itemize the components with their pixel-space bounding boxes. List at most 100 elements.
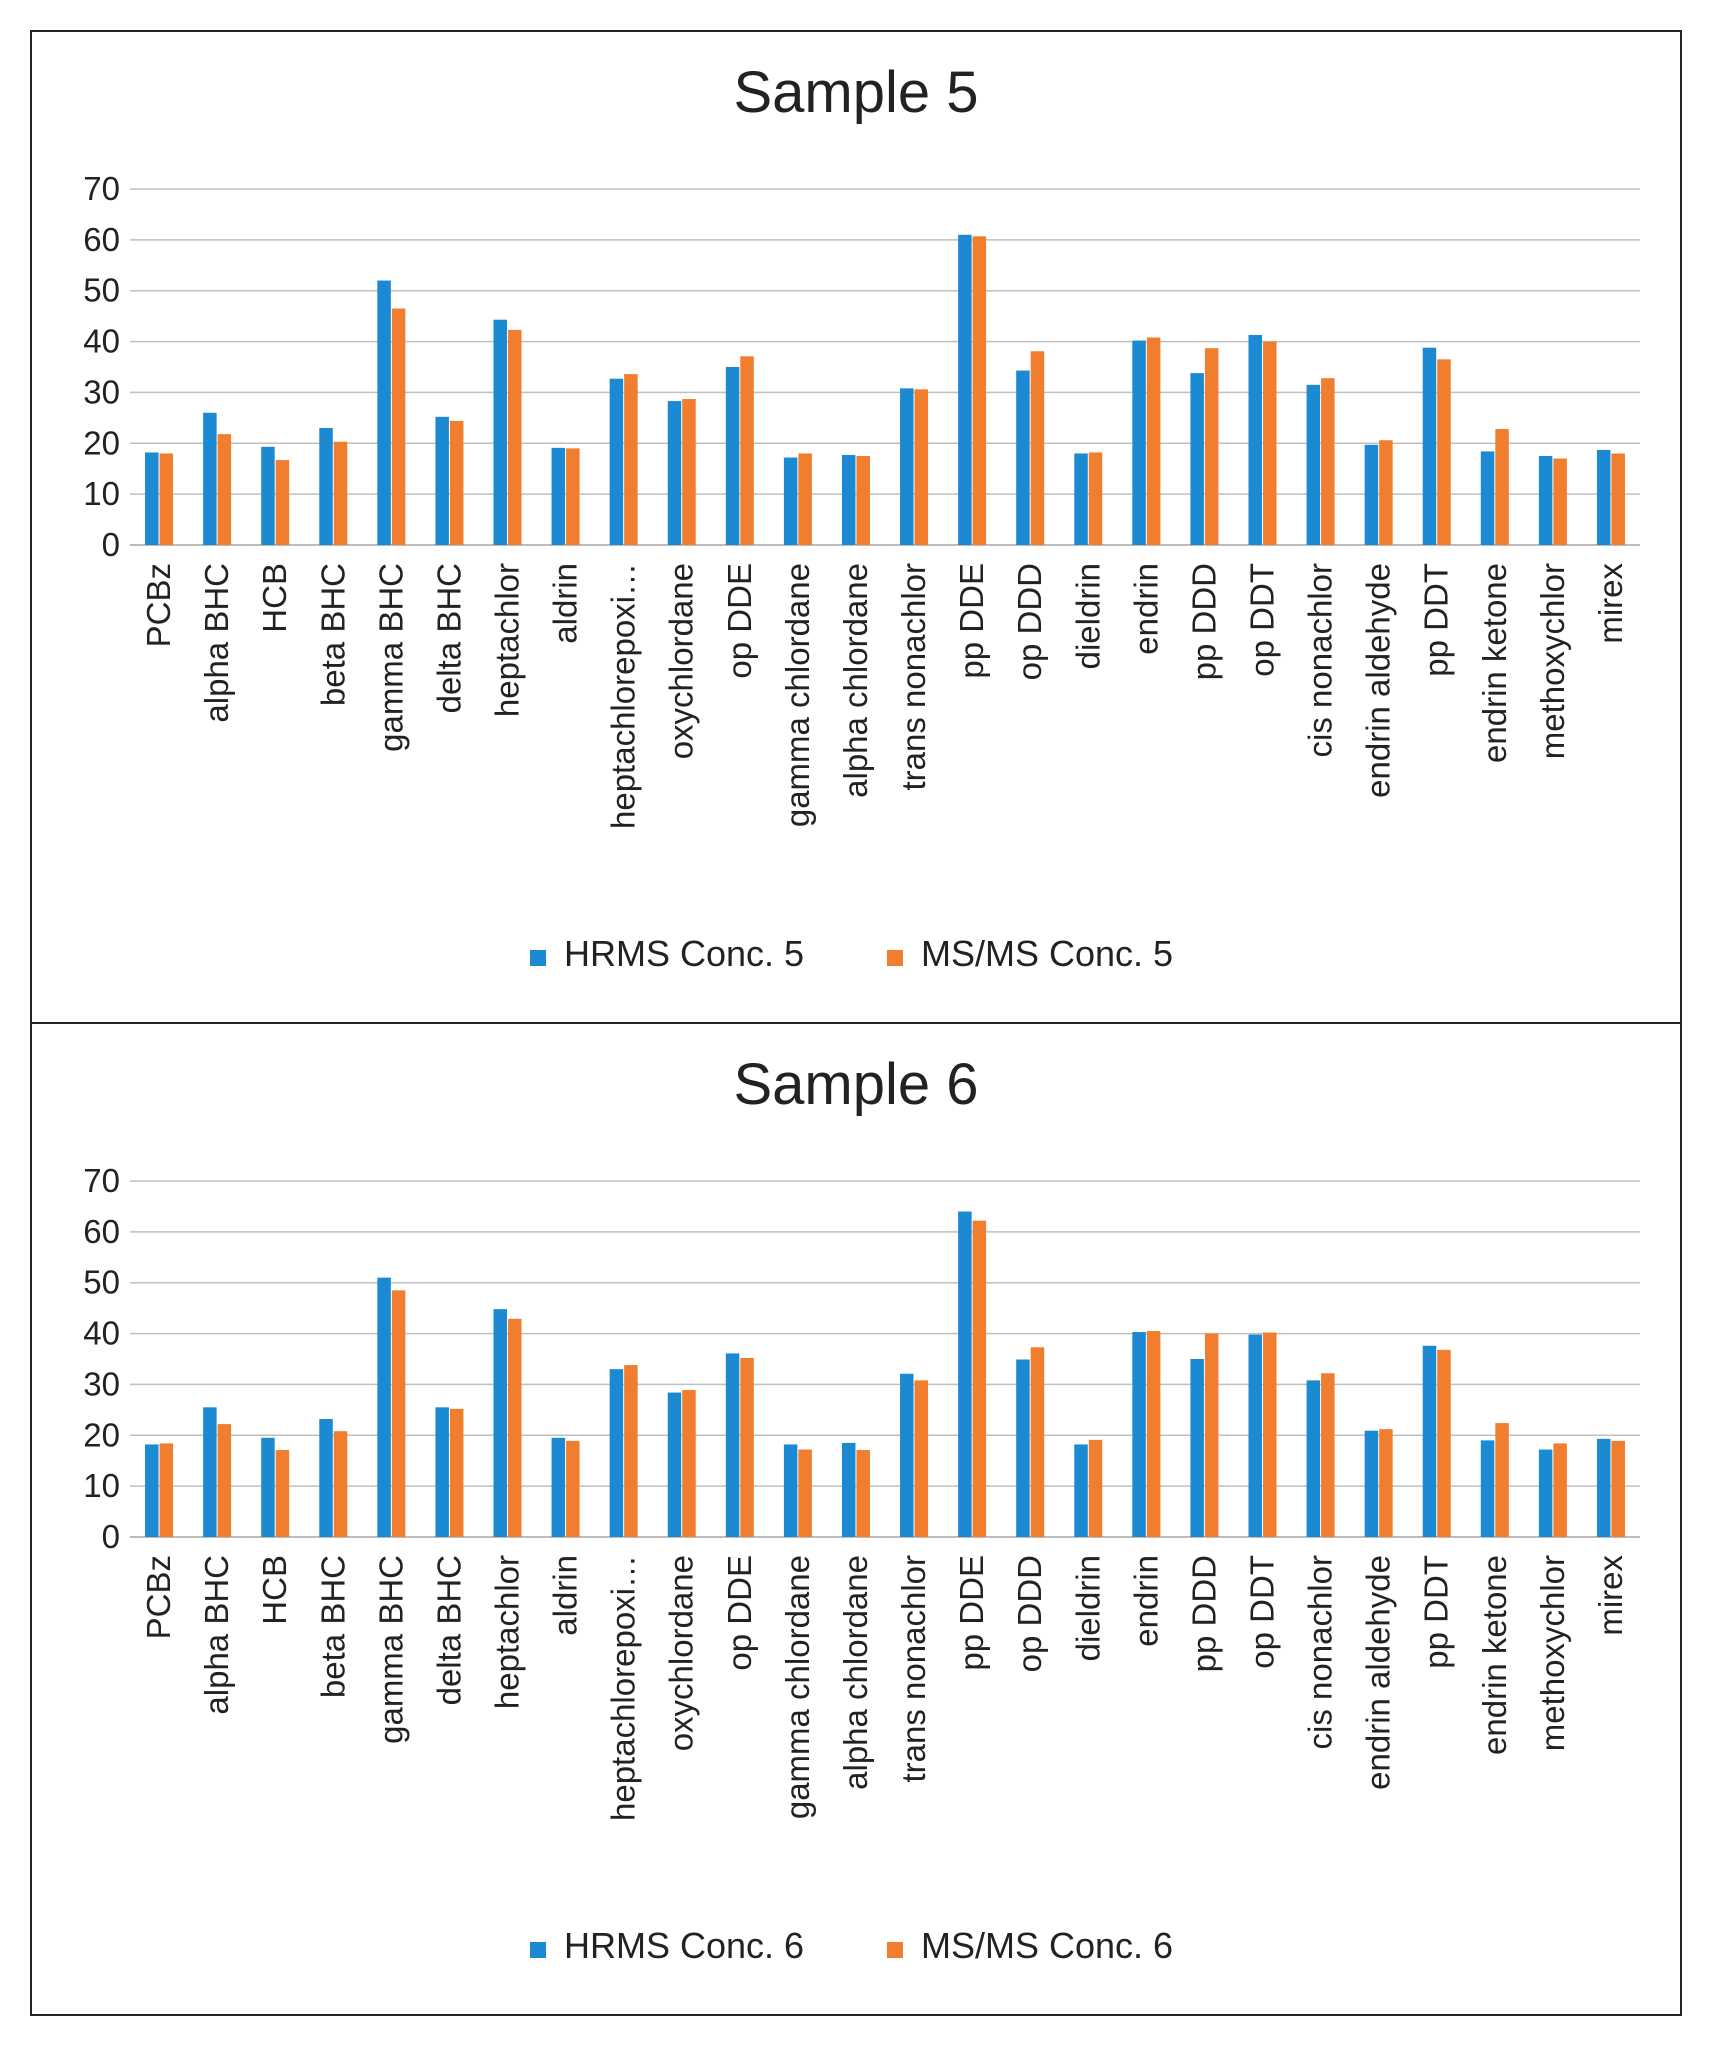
- x-tick-label-aldrin: aldrin: [547, 563, 584, 644]
- bar-msms-aldrin: [566, 448, 580, 545]
- chart-panel-sample-6: Sample 6 0 10 20 30 40 50 60 70 PCBz alpha BHC HCB b…: [30, 1022, 1682, 2016]
- x-tick-label-methoxychlor: methoxychlor: [1534, 563, 1571, 759]
- bar-msms-gamma-bhc: [391, 308, 406, 545]
- x-tick-label-mirex: mirex: [1592, 563, 1629, 644]
- bar-hrms-aldrin: [551, 1437, 566, 1537]
- legend-swatch-msms: [887, 950, 903, 966]
- x-tick-label-aldrin: aldrin: [547, 1555, 584, 1636]
- x-tick-label-pp-ddd: pp DDD: [1185, 563, 1222, 680]
- chart-title: Sample 5: [733, 60, 978, 125]
- bar-msms-methoxychlor: [1553, 458, 1567, 545]
- bar-msms-endrin: [1146, 1331, 1161, 1537]
- y-tick-label-70: 70: [83, 1162, 120, 1199]
- y-tick-label-40: 40: [83, 1315, 120, 1352]
- x-tick-label-cis-nonachlor: cis nonachlor: [1302, 563, 1339, 757]
- x-tick-label-pp-ddt: pp DDT: [1418, 563, 1455, 677]
- bar-msms-endrin-ketone: [1495, 1423, 1509, 1537]
- bar-msms-heptachlor: [508, 1318, 522, 1537]
- x-tick-label-op-ddt: op DDT: [1244, 1555, 1281, 1669]
- chart-title: Sample 6: [733, 1052, 978, 1117]
- legend-swatch-hrms: [530, 1942, 546, 1958]
- x-tick-label-gamma-chlordane: gamma chlordane: [779, 1555, 816, 1819]
- bar-msms-gamma-bhc: [391, 1290, 406, 1537]
- bar-msms-alpha-chlordane: [856, 456, 870, 545]
- x-tick-label-hcb: HCB: [256, 1555, 293, 1625]
- x-tick-label-heptachlor: heptachlor: [489, 1555, 526, 1709]
- bar-hrms-gamma-bhc: [377, 280, 391, 545]
- y-tick-label-20: 20: [83, 1416, 120, 1453]
- bar-msms-beta-bhc: [333, 441, 348, 545]
- bar-hrms-pp-dde: [958, 234, 972, 545]
- x-tick-label-oxychlordane: oxychlordane: [663, 1555, 700, 1751]
- chart-panel-sample-5: Sample 5 0 10 20 30 40 50 60 70 PCBz alpha BHC HCB b…: [30, 30, 1682, 1024]
- bar-msms-oxychlordane: [682, 1390, 696, 1537]
- legend-label-msms: MS/MS Conc. 5: [921, 933, 1173, 974]
- bar-hrms-endrin-ketone: [1480, 451, 1495, 545]
- bar-hrms-pp-ddt: [1422, 1345, 1437, 1537]
- x-tick-label-beta-bhc: beta BHC: [314, 1555, 351, 1698]
- bar-msms-pcbz: [159, 453, 174, 545]
- bar-hrms-dieldrin: [1074, 1444, 1088, 1537]
- x-tick-label-pcbz: PCBz: [140, 563, 177, 647]
- x-tick-label-op-ddd: op DDD: [1011, 1555, 1048, 1672]
- x-tick-label-oxychlordane: oxychlordane: [663, 563, 700, 759]
- x-tick-label-heptachlorepoxi: heptachlorepoxi…: [605, 563, 642, 829]
- bar-msms-endrin-aldehyde: [1379, 1429, 1393, 1537]
- y-tick-label-60: 60: [83, 221, 120, 258]
- bar-msms-hcb: [275, 1450, 290, 1537]
- bar-msms-op-ddt: [1263, 1332, 1277, 1537]
- bar-hrms-gamma-bhc: [377, 1277, 391, 1537]
- bar-msms-op-ddt: [1263, 341, 1277, 545]
- bar-msms-dieldrin: [1088, 1439, 1103, 1537]
- bar-hrms-oxychlordane: [667, 1392, 682, 1537]
- x-tick-label-op-dde: op DDE: [721, 1555, 758, 1671]
- bar-msms-op-dde: [740, 1357, 754, 1537]
- x-tick-label-trans-nonachlor: trans nonachlor: [895, 1555, 932, 1782]
- bar-msms-heptachlor: [508, 329, 522, 545]
- x-tick-label-delta-bhc: delta BHC: [430, 563, 467, 713]
- bar-msms-pp-ddt: [1437, 359, 1451, 545]
- bar-msms-trans-nonachlor: [914, 1380, 929, 1537]
- bar-hrms-op-dde: [725, 367, 740, 545]
- bar-msms-dieldrin: [1088, 452, 1103, 545]
- y-tick-label-60: 60: [83, 1213, 120, 1250]
- bar-hrms-op-ddt: [1248, 1334, 1262, 1537]
- bar-hrms-endrin-aldehyde: [1364, 1430, 1379, 1537]
- x-tick-label-mirex: mirex: [1592, 1555, 1629, 1636]
- bar-msms-endrin-ketone: [1495, 429, 1509, 545]
- bar-hrms-cis-nonachlor: [1306, 384, 1321, 545]
- x-tick-label-endrin: endrin: [1127, 1555, 1164, 1647]
- bar-hrms-endrin: [1132, 340, 1146, 545]
- bar-msms-hcb: [275, 460, 290, 545]
- x-tick-label-endrin-aldehyde: endrin aldehyde: [1360, 563, 1397, 798]
- bar-msms-mirex: [1611, 453, 1625, 545]
- legend-label-msms: MS/MS Conc. 6: [921, 1925, 1173, 1966]
- bar-hrms-hcb: [261, 446, 275, 545]
- bar-hrms-heptachlor: [493, 1309, 507, 1537]
- bar-msms-alpha-chlordane: [856, 1450, 870, 1537]
- bar-msms-heptachlorepoxi: [624, 374, 638, 545]
- bar-msms-gamma-chlordane: [798, 1449, 812, 1537]
- bar-msms-op-ddd: [1030, 1347, 1045, 1537]
- bar-hrms-trans-nonachlor: [900, 1373, 914, 1537]
- bar-hrms-pcbz: [145, 1444, 159, 1537]
- bar-msms-aldrin: [566, 1440, 580, 1537]
- bar-hrms-endrin-aldehyde: [1364, 444, 1379, 545]
- x-tick-label-op-ddt: op DDT: [1244, 563, 1281, 677]
- bar-hrms-methoxychlor: [1538, 1449, 1553, 1537]
- x-tick-label-cis-nonachlor: cis nonachlor: [1302, 1555, 1339, 1749]
- bar-hrms-delta-bhc: [435, 416, 449, 545]
- bar-msms-delta-bhc: [449, 420, 464, 545]
- legend-label-hrms: HRMS Conc. 5: [564, 933, 804, 974]
- bar-msms-mirex: [1611, 1440, 1625, 1537]
- legend-swatch-hrms: [530, 950, 546, 966]
- bar-hrms-delta-bhc: [435, 1407, 449, 1537]
- x-tick-label-hcb: HCB: [256, 563, 293, 633]
- x-tick-label-pp-ddt: pp DDT: [1418, 1555, 1455, 1669]
- y-tick-label-10: 10: [83, 475, 120, 512]
- bar-msms-pp-dde: [972, 236, 987, 545]
- bar-hrms-gamma-chlordane: [783, 1444, 798, 1537]
- bar-msms-op-dde: [740, 356, 754, 545]
- y-tick-label-10: 10: [83, 1467, 120, 1504]
- bar-hrms-beta-bhc: [319, 428, 333, 545]
